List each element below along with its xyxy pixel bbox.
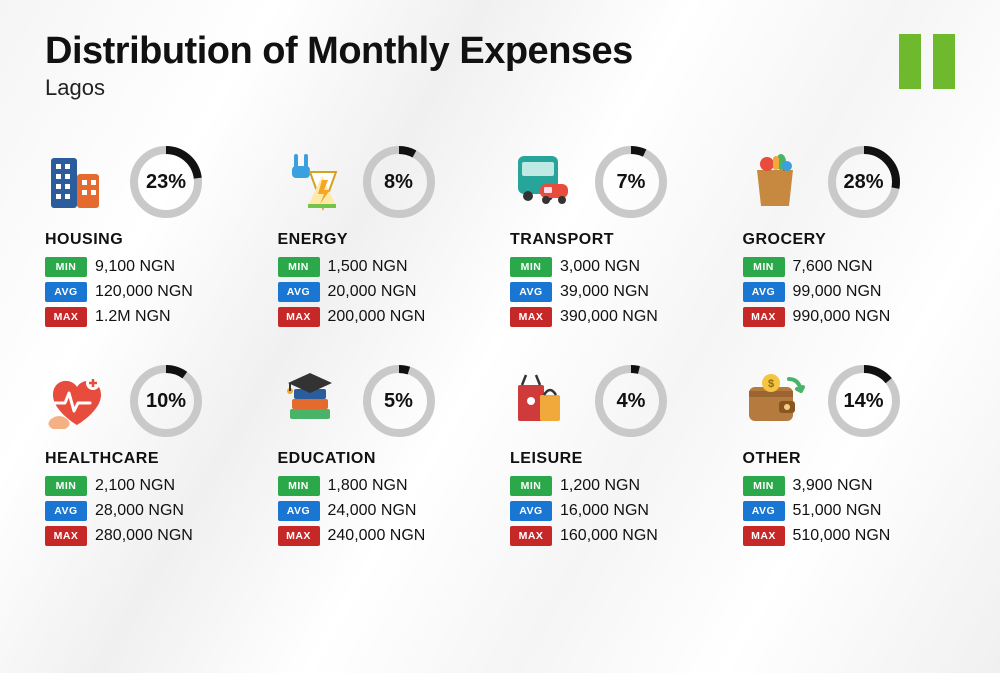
percentage-label: 28% (825, 143, 903, 221)
max-value: 1.2M NGN (95, 308, 171, 326)
avg-value: 20,000 NGN (328, 283, 417, 301)
max-badge: MAX (743, 526, 785, 546)
max-value: 160,000 NGN (560, 527, 658, 545)
avg-value: 16,000 NGN (560, 502, 649, 520)
min-badge: MIN (278, 257, 320, 277)
page-title: Distribution of Monthly Expenses (45, 30, 633, 73)
avg-value: 24,000 NGN (328, 502, 417, 520)
page-subtitle: Lagos (45, 75, 633, 101)
category-card: 4% LEISURE MIN 1,200 NGN AVG 16,000 NGN … (510, 362, 723, 551)
percentage-donut: 5% (360, 362, 438, 440)
bus-icon (510, 150, 574, 214)
max-badge: MAX (278, 307, 320, 327)
category-card: 7% TRANSPORT MIN 3,000 NGN AVG 39,000 NG… (510, 143, 723, 332)
category-card: 28% GROCERY MIN 7,600 NGN AVG 99,000 NGN… (743, 143, 956, 332)
category-card: $ 14% OTHER MIN 3,900 NGN AVG 51,000 NGN… (743, 362, 956, 551)
category-card: 5% EDUCATION MIN 1,800 NGN AVG 24,000 NG… (278, 362, 491, 551)
education-icon (278, 369, 342, 433)
max-badge: MAX (45, 526, 87, 546)
min-badge: MIN (510, 476, 552, 496)
category-card: 23% HOUSING MIN 9,100 NGN AVG 120,000 NG… (45, 143, 258, 332)
min-value: 3,900 NGN (793, 477, 873, 495)
percentage-label: 7% (592, 143, 670, 221)
category-name: GROCERY (743, 231, 956, 249)
min-badge: MIN (510, 257, 552, 277)
percentage-donut: 4% (592, 362, 670, 440)
avg-value: 99,000 NGN (793, 283, 882, 301)
wallet-icon: $ (743, 369, 807, 433)
max-badge: MAX (743, 307, 785, 327)
max-value: 240,000 NGN (328, 527, 426, 545)
min-value: 1,500 NGN (328, 258, 408, 276)
avg-value: 51,000 NGN (793, 502, 882, 520)
category-card: 10% HEALTHCARE MIN 2,100 NGN AVG 28,000 … (45, 362, 258, 551)
min-badge: MIN (45, 257, 87, 277)
category-name: EDUCATION (278, 450, 491, 468)
min-value: 1,200 NGN (560, 477, 640, 495)
percentage-donut: 8% (360, 143, 438, 221)
avg-badge: AVG (45, 282, 87, 302)
min-badge: MIN (743, 476, 785, 496)
avg-badge: AVG (45, 501, 87, 521)
category-name: HEALTHCARE (45, 450, 258, 468)
avg-value: 39,000 NGN (560, 283, 649, 301)
max-value: 280,000 NGN (95, 527, 193, 545)
percentage-donut: 14% (825, 362, 903, 440)
percentage-label: 4% (592, 362, 670, 440)
percentage-donut: 23% (127, 143, 205, 221)
percentage-label: 14% (825, 362, 903, 440)
avg-badge: AVG (510, 282, 552, 302)
category-name: LEISURE (510, 450, 723, 468)
healthcare-icon (45, 369, 109, 433)
min-value: 9,100 NGN (95, 258, 175, 276)
avg-value: 28,000 NGN (95, 502, 184, 520)
avg-badge: AVG (278, 501, 320, 521)
min-badge: MIN (278, 476, 320, 496)
percentage-label: 10% (127, 362, 205, 440)
avg-badge: AVG (278, 282, 320, 302)
avg-value: 120,000 NGN (95, 283, 193, 301)
percentage-donut: 28% (825, 143, 903, 221)
min-value: 1,800 NGN (328, 477, 408, 495)
max-badge: MAX (510, 526, 552, 546)
max-value: 200,000 NGN (328, 308, 426, 326)
svg-text:$: $ (767, 378, 773, 390)
category-name: TRANSPORT (510, 231, 723, 249)
max-value: 510,000 NGN (793, 527, 891, 545)
min-value: 7,600 NGN (793, 258, 873, 276)
category-name: HOUSING (45, 231, 258, 249)
percentage-label: 5% (360, 362, 438, 440)
min-badge: MIN (45, 476, 87, 496)
leisure-icon (510, 369, 574, 433)
max-badge: MAX (45, 307, 87, 327)
percentage-label: 23% (127, 143, 205, 221)
min-badge: MIN (743, 257, 785, 277)
min-value: 2,100 NGN (95, 477, 175, 495)
category-name: OTHER (743, 450, 956, 468)
category-name: ENERGY (278, 231, 491, 249)
max-badge: MAX (510, 307, 552, 327)
energy-icon (278, 150, 342, 214)
category-grid: 23% HOUSING MIN 9,100 NGN AVG 120,000 NG… (45, 143, 955, 551)
avg-badge: AVG (743, 282, 785, 302)
category-card: 8% ENERGY MIN 1,500 NGN AVG 20,000 NGN M… (278, 143, 491, 332)
max-badge: MAX (278, 526, 320, 546)
percentage-donut: 7% (592, 143, 670, 221)
max-value: 990,000 NGN (793, 308, 891, 326)
percentage-donut: 10% (127, 362, 205, 440)
buildings-icon (45, 150, 109, 214)
flag-icon (899, 34, 955, 89)
grocery-icon (743, 150, 807, 214)
percentage-label: 8% (360, 143, 438, 221)
max-value: 390,000 NGN (560, 308, 658, 326)
avg-badge: AVG (510, 501, 552, 521)
min-value: 3,000 NGN (560, 258, 640, 276)
avg-badge: AVG (743, 501, 785, 521)
